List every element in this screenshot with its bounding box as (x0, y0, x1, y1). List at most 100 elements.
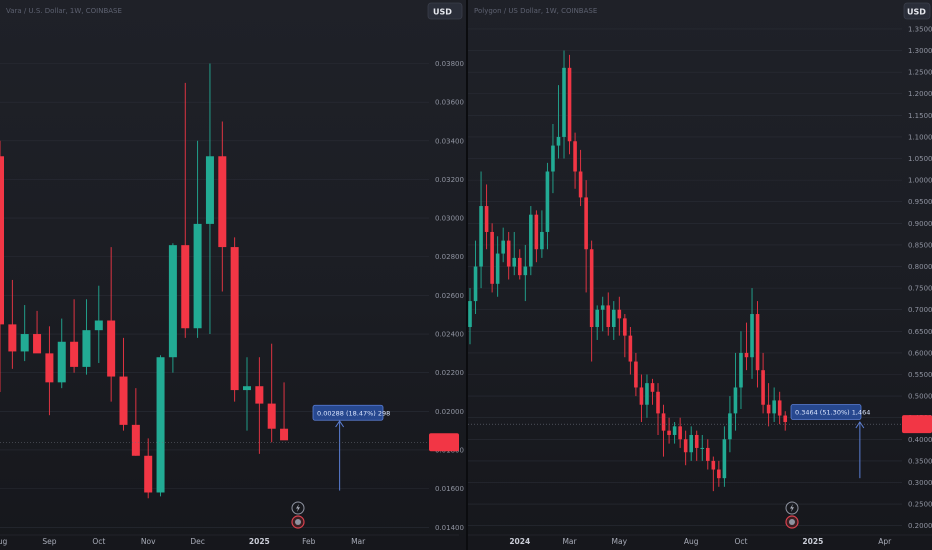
candle-down[interactable] (573, 132, 577, 189)
candle-up[interactable] (733, 352, 738, 431)
candle-down[interactable] (667, 417, 671, 444)
candle-up[interactable] (82, 299, 91, 375)
measure-label-box[interactable] (312, 404, 384, 421)
candle-up[interactable] (562, 50, 566, 159)
candle-up[interactable] (512, 231, 517, 276)
candle-up[interactable] (193, 140, 202, 338)
candle-down[interactable] (107, 247, 116, 402)
candle-up[interactable] (168, 243, 177, 373)
candle-down[interactable] (584, 180, 588, 293)
candle-up[interactable] (156, 355, 165, 497)
candle-up[interactable] (772, 387, 776, 423)
candle-down[interactable] (755, 301, 760, 388)
record-icon[interactable] (291, 515, 305, 529)
candle-down[interactable] (119, 337, 128, 431)
measure-label-box[interactable] (790, 404, 862, 420)
vara-chart-svg[interactable]: 0.00288 (18.47%) 298 0.03800 0.03600 0.034… (0, 0, 466, 550)
candle-down[interactable] (8, 279, 17, 369)
candle-down[interactable] (683, 430, 688, 466)
left-chart-panel[interactable]: 0.00288 (18.47%) 298 0.03800 0.03600 0.034… (0, 0, 466, 550)
candle-up[interactable] (551, 123, 555, 194)
candle-down[interactable] (267, 343, 276, 443)
candles[interactable] (468, 50, 788, 492)
current-price-tag[interactable] (902, 415, 932, 434)
candle-up[interactable] (540, 210, 544, 258)
panel-divider[interactable] (466, 0, 468, 550)
lightning-icon[interactable] (291, 501, 305, 515)
candle-up[interactable] (645, 374, 649, 418)
candle-down[interactable] (567, 54, 572, 155)
candle-down[interactable] (131, 388, 140, 456)
candle-down[interactable] (656, 383, 660, 435)
candle-up[interactable] (750, 288, 754, 379)
candle-down[interactable] (661, 404, 666, 457)
candle-down[interactable] (711, 456, 716, 492)
time-axis[interactable]: 2024 Mar May Aug Oct 2025 Apr (468, 534, 932, 546)
candle-down[interactable] (484, 184, 489, 250)
lightning-icon[interactable] (785, 501, 799, 515)
candle-down[interactable] (506, 231, 511, 280)
candle-down[interactable] (534, 210, 539, 263)
current-price-tag[interactable] (429, 433, 459, 452)
candle-up[interactable] (700, 434, 705, 461)
candle-up[interactable] (243, 357, 251, 431)
candle-up[interactable] (468, 288, 472, 345)
candle-down[interactable] (181, 82, 190, 338)
candle-down[interactable] (589, 240, 594, 362)
candle-up[interactable] (473, 240, 478, 315)
candle-down[interactable] (761, 352, 765, 414)
candle-down[interactable] (678, 417, 682, 448)
candle-down[interactable] (70, 299, 79, 373)
candle-down[interactable] (490, 223, 494, 293)
candle-down[interactable] (783, 411, 788, 431)
candle-down[interactable] (255, 357, 264, 454)
candle-down[interactable] (578, 149, 583, 207)
candle-down[interactable] (606, 292, 611, 336)
candle-up[interactable] (94, 285, 103, 364)
currency-button[interactable]: USD (903, 2, 931, 20)
candle-up[interactable] (611, 301, 616, 340)
candle-up[interactable] (205, 63, 214, 335)
candle-down[interactable] (650, 378, 655, 405)
record-icon[interactable] (785, 515, 799, 529)
candle-down[interactable] (45, 326, 54, 416)
candle-up[interactable] (479, 171, 483, 289)
measure-tool[interactable]: 0.3464 (51.30%) 1,464 (790, 404, 870, 479)
right-chart-panel[interactable]: 0.3464 (51.30%) 1,464 1.3500 1.3000 1.2500… (468, 0, 932, 550)
candle-down[interactable] (617, 296, 622, 336)
candle-up[interactable] (57, 318, 66, 389)
measure-tool[interactable]: 0.00288 (18.47%) 298 (312, 404, 390, 491)
candles[interactable] (0, 63, 289, 499)
candle-up[interactable] (595, 305, 599, 340)
candle-up[interactable] (672, 422, 677, 444)
candle-down[interactable] (0, 140, 4, 393)
candle-up[interactable] (722, 426, 727, 487)
candle-up[interactable] (529, 206, 533, 276)
candle-up[interactable] (689, 426, 693, 461)
time-axis[interactable]: Aug Sep Oct Nov Dec 2025 Feb Mar (0, 534, 459, 546)
candle-down[interactable] (766, 383, 771, 427)
candle-up[interactable] (495, 236, 500, 297)
candle-down[interactable] (717, 460, 721, 487)
candle-up[interactable] (545, 162, 550, 250)
currency-button[interactable]: USD (427, 2, 463, 20)
candle-down[interactable] (144, 438, 153, 499)
candle-down[interactable] (777, 391, 782, 425)
polygon-chart-svg[interactable]: 0.3464 (51.30%) 1,464 1.3500 1.3000 1.2500… (468, 0, 932, 550)
candle-down[interactable] (230, 237, 239, 402)
candle-down[interactable] (634, 352, 638, 397)
candle-down[interactable] (705, 439, 710, 470)
price-axis[interactable]: 0.03800 0.03600 0.03400 0.03200 0.03000 0.028… (0, 60, 464, 532)
candle-down[interactable] (33, 310, 42, 354)
candle-up[interactable] (20, 305, 29, 362)
candle-down[interactable] (280, 382, 289, 441)
candle-up[interactable] (501, 227, 505, 263)
candle-down[interactable] (639, 374, 644, 423)
price-axis[interactable]: 1.3500 1.3000 1.2500 1.2000 1.1500 1.1000 1.05… (468, 25, 932, 530)
candle-down[interactable] (623, 314, 627, 358)
candle-down[interactable] (744, 322, 749, 371)
candle-up[interactable] (600, 296, 605, 332)
candle-down[interactable] (517, 249, 522, 280)
candle-down[interactable] (694, 430, 699, 461)
candle-down[interactable] (218, 121, 227, 292)
